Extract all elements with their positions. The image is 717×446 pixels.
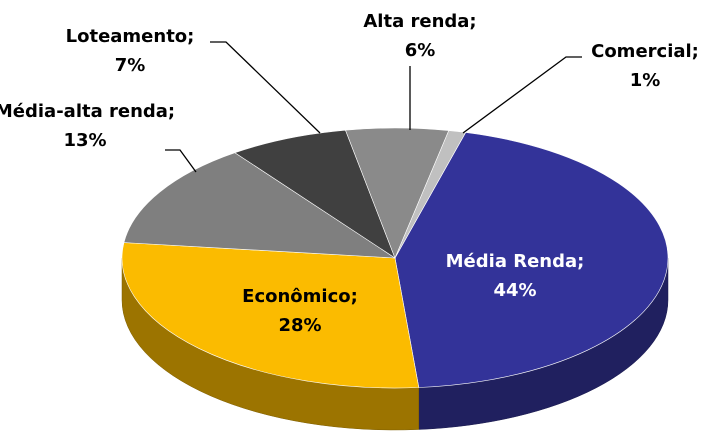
leader-line xyxy=(210,41,321,134)
pie-slice xyxy=(123,152,397,259)
value-label: 7% xyxy=(115,55,146,76)
value-label: 44% xyxy=(493,280,536,301)
pie-slice xyxy=(234,129,396,259)
value-label: 13% xyxy=(63,130,106,151)
pie-slices xyxy=(121,127,669,389)
category-label: Média Renda; xyxy=(446,251,585,272)
category-label: Média-alta renda; xyxy=(0,101,175,122)
leader-line xyxy=(462,56,582,134)
value-label: 6% xyxy=(405,40,436,61)
value-label: 28% xyxy=(278,315,321,336)
pie-slice xyxy=(394,130,467,259)
category-label: Loteamento; xyxy=(66,26,195,47)
category-label: Comercial; xyxy=(591,41,699,62)
labels: Média Renda; 44% Econômico; 28% Média-alta r… xyxy=(0,11,699,336)
category-label: Econômico; xyxy=(242,286,358,307)
leader-line xyxy=(165,149,197,173)
pie-slice xyxy=(394,132,669,388)
leader-lines xyxy=(165,41,582,173)
pie-slice xyxy=(121,242,420,389)
value-label: 1% xyxy=(630,70,661,91)
category-label: Alta renda; xyxy=(363,11,476,32)
